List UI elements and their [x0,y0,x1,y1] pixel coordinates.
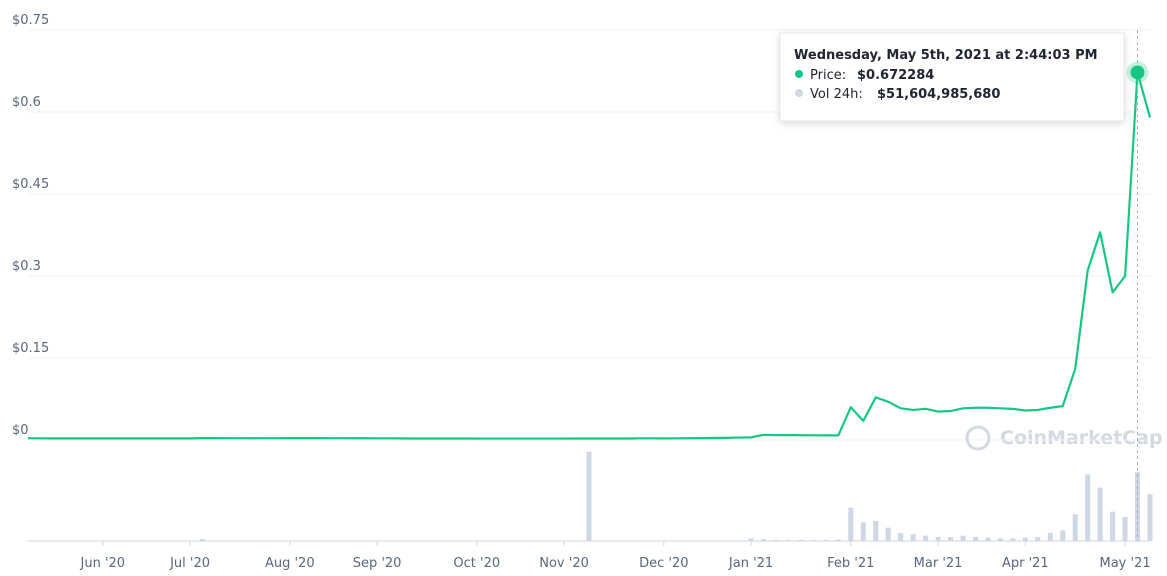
volume-bar [648,540,654,541]
tooltip-price-label: Price: [810,68,846,83]
volume-bar [1085,474,1091,541]
y-tick-label: $0 [12,423,29,438]
volume-bar [898,533,904,541]
x-tick-label: Apr '21 [1002,556,1049,571]
volume-bar [773,539,779,541]
x-tick-label: Feb '21 [827,556,874,571]
hover-point [1130,65,1145,80]
volume-bar [810,539,816,541]
watermark-logo [965,425,991,451]
tooltip-volume-label: Vol 24h: [810,87,863,102]
volume-bar [661,540,667,541]
tooltip: Wednesday, May 5th, 2021 at 2:44:03 PM P… [779,32,1125,122]
volume-bar [823,539,829,541]
tooltip-volume-dot [795,89,803,97]
x-tick-label: Aug '20 [265,556,315,571]
volume-bar [1022,537,1028,541]
volume-bar [711,540,717,541]
volume-bar [985,537,991,541]
volume-bar [698,540,704,541]
volume-bar [1097,487,1103,541]
tooltip-title: Wednesday, May 5th, 2021 at 2:44:03 PM [794,48,1098,63]
x-tick-label: Mar '21 [914,556,963,571]
price-line [27,71,1152,440]
volume-bar [873,521,879,541]
volume-bar [798,539,804,541]
volume-bar [636,540,642,541]
volume-bar [885,527,891,541]
volume-bar [835,539,841,541]
volume-bar [748,538,754,541]
volume-bar [611,540,617,541]
y-tick-label: $0.3 [12,259,41,274]
volume-bar [997,538,1003,541]
volume-bar [1110,511,1116,541]
y-tick-label: $0.45 [12,177,49,192]
volume-bar [972,537,978,541]
volume-bar [761,539,767,541]
volume-bar [1147,494,1153,541]
tooltip-volume: $51,604,985,680 [877,87,1000,102]
y-tick-label: $0.75 [12,13,49,28]
tooltip-price-dot [795,70,803,78]
x-tick-label: Jul '20 [169,556,210,571]
tooltip-box [779,32,1125,122]
volume-bar [686,540,692,541]
volume-bar [1122,517,1128,541]
volume-bar [1060,530,1066,541]
volume-bar [860,522,866,541]
volume-bar [1035,537,1041,541]
x-tick-label: May '21 [1100,556,1151,571]
y-tick-label: $0.15 [12,341,49,356]
volume-bar [1072,514,1078,541]
volume-bar [935,537,941,541]
y-tick-label: $0.6 [12,95,41,110]
volume-bar [960,535,966,541]
volume-bar [1010,538,1016,541]
volume-bar [923,535,929,541]
x-tick-label: Dec '20 [639,556,688,571]
volume-bar [785,539,791,541]
tooltip-price: $0.672284 [857,68,934,83]
volume-bar [910,534,916,541]
x-tick-label: Nov '20 [539,556,589,571]
volume-bar [586,451,592,541]
volume-bar [598,540,604,541]
x-tick-label: Jan '21 [728,556,773,571]
volume-bar [848,507,854,541]
volume-bar [673,540,679,541]
x-tick-label: Sep '20 [353,556,402,571]
volume-bar [736,540,742,541]
volume-bar [623,540,629,541]
volume-bar [723,540,729,541]
volume-bar [948,537,954,541]
volume-bar [1047,533,1053,541]
volume-bar [200,539,206,541]
x-tick-label: Oct '20 [453,556,500,571]
watermark: CoinMarketCap [1000,427,1163,449]
x-tick-label: Jun '20 [80,556,126,571]
